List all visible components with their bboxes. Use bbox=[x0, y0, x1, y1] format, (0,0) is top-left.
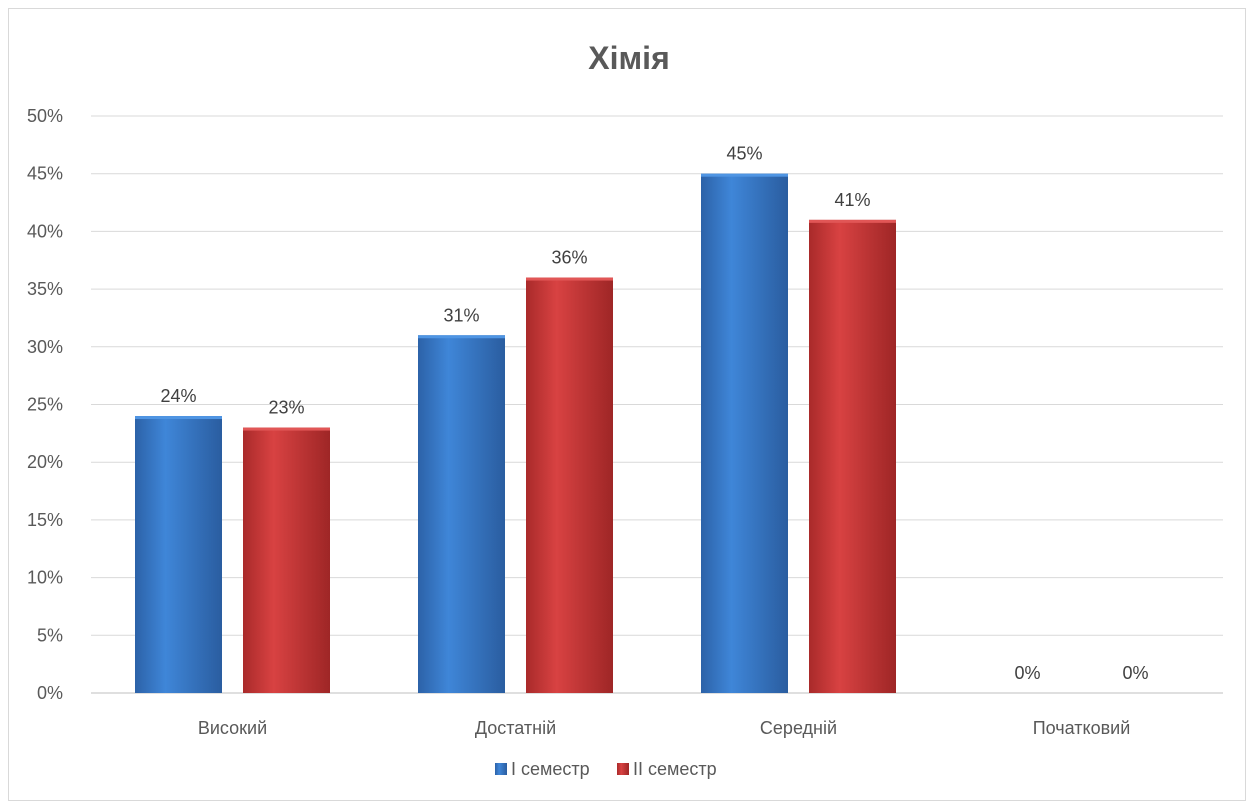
bars bbox=[135, 173, 896, 694]
x-tick-label: Достатній bbox=[475, 718, 556, 738]
legend-swatch bbox=[495, 763, 507, 775]
data-labels: 24% 23% 31% 36% 45% 41% 0% 0% bbox=[160, 144, 1148, 683]
bar-top-highlight bbox=[135, 416, 222, 420]
bar-top-highlight bbox=[526, 277, 613, 281]
x-tick-label: Початковий bbox=[1033, 718, 1131, 738]
bar-top-highlight bbox=[418, 335, 505, 339]
x-tick-label: Середній bbox=[760, 718, 837, 738]
x-tick-label: Високий bbox=[198, 718, 267, 738]
data-label: 45% bbox=[726, 144, 762, 164]
bar-semester-2 bbox=[526, 277, 613, 693]
chart-title: Хімія bbox=[588, 40, 669, 76]
y-tick-label: 15% bbox=[27, 510, 63, 530]
y-tick-label: 45% bbox=[27, 164, 63, 184]
y-tick-label: 20% bbox=[27, 452, 63, 472]
data-label: 23% bbox=[268, 398, 304, 418]
chart-svg: Хімія 0% 5% 10% 15% 20% 25% 30% 35% 40% 45% 50% 24… bbox=[27, 40, 1223, 779]
y-tick-label: 0% bbox=[37, 683, 63, 703]
bar-semester-2 bbox=[809, 219, 896, 694]
data-label: 0% bbox=[1122, 663, 1148, 683]
bar-semester-1 bbox=[701, 173, 788, 693]
data-label: 24% bbox=[160, 386, 196, 406]
chart-frame: Хімія 0% 5% 10% 15% 20% 25% 30% 35% 40% 45% 50% 24… bbox=[8, 8, 1246, 801]
y-tick-label: 30% bbox=[27, 337, 63, 357]
y-tick-label: 40% bbox=[27, 221, 63, 241]
bar-top-highlight bbox=[809, 219, 896, 223]
data-label: 41% bbox=[834, 190, 870, 210]
bar-semester-1 bbox=[135, 416, 222, 693]
y-tick-label: 25% bbox=[27, 395, 63, 415]
bar-semester-2 bbox=[243, 427, 330, 693]
y-tick-label: 50% bbox=[27, 106, 63, 126]
data-label: 31% bbox=[443, 305, 479, 325]
legend-label: I семестр bbox=[511, 759, 590, 779]
y-tick-label: 10% bbox=[27, 568, 63, 588]
data-label: 36% bbox=[551, 248, 587, 268]
y-axis: 0% 5% 10% 15% 20% 25% 30% 35% 40% 45% 50% bbox=[27, 106, 63, 703]
legend-swatch bbox=[617, 763, 629, 775]
legend: I семестр II семестр bbox=[495, 759, 717, 779]
data-label: 0% bbox=[1014, 663, 1040, 683]
y-tick-label: 5% bbox=[37, 625, 63, 645]
legend-label: II семестр bbox=[633, 759, 717, 779]
bar-semester-1 bbox=[418, 335, 505, 693]
y-tick-label: 35% bbox=[27, 279, 63, 299]
bar-top-highlight bbox=[243, 427, 330, 431]
x-axis: Високий Достатній Середній Початковий bbox=[198, 718, 1130, 738]
bar-top-highlight bbox=[701, 173, 788, 177]
